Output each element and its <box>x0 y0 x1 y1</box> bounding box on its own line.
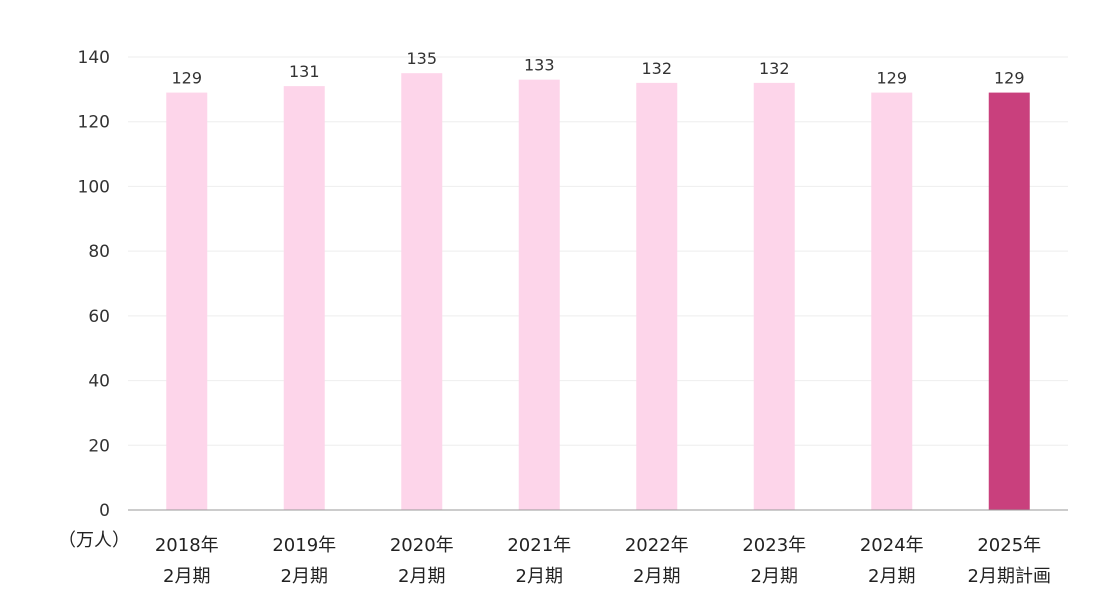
x-tick-label: 2月期 <box>163 566 210 587</box>
bar <box>166 92 208 510</box>
bar <box>753 82 795 510</box>
y-tick-label: 0 <box>99 501 110 521</box>
bar-value-label: 129 <box>171 69 202 88</box>
bar <box>636 82 678 510</box>
bar <box>518 79 560 511</box>
y-tick-label: 20 <box>88 436 110 456</box>
data-labels: 129 131 135 133 132 132 129 129 <box>171 49 1024 87</box>
bar <box>283 86 325 510</box>
y-tick-label: 100 <box>78 177 110 197</box>
x-axis: 2018年 2月期 2019年 2月期 2020年 2月期 2021年 2月期 2022年 2月期… <box>128 509 1068 587</box>
x-tick-label: 2月期 <box>751 566 798 587</box>
bar <box>988 92 1030 510</box>
y-axis: 0 20 40 60 80 100 120 140 <box>78 48 110 521</box>
y-tick-label: 40 <box>88 372 110 392</box>
bar-value-label: 129 <box>876 69 907 88</box>
x-tick-label: 2月期 <box>281 566 328 587</box>
bar-value-label: 135 <box>406 49 437 68</box>
x-tick-label: 2024年 <box>860 535 924 556</box>
bar-value-label: 133 <box>524 56 555 75</box>
x-tick-label: 2019年 <box>272 535 336 556</box>
x-tick-label: 2025年 <box>977 535 1041 556</box>
y-axis-unit-label: （万人） <box>58 530 130 551</box>
x-tick-label: 2018年 <box>155 535 219 556</box>
bar <box>871 92 913 510</box>
x-tick-label: 2月期 <box>398 566 445 587</box>
y-tick-label: 80 <box>88 242 110 262</box>
x-tick-label: 2月期 <box>868 566 915 587</box>
y-tick-label: 140 <box>78 48 110 68</box>
x-tick-label: 2020年 <box>390 535 454 556</box>
y-tick-label: 60 <box>88 307 110 327</box>
bar <box>401 73 443 510</box>
x-tick-label: 2022年 <box>625 535 689 556</box>
bars <box>166 73 1030 511</box>
x-tick-label: 2月期計画 <box>968 566 1051 587</box>
x-tick-label: 2月期 <box>516 566 563 587</box>
bar-value-label: 131 <box>289 62 320 81</box>
bar-value-label: 132 <box>759 59 790 78</box>
x-tick-label: 2月期 <box>633 566 680 587</box>
x-tick-label: 2023年 <box>742 535 806 556</box>
grid-lines <box>128 56 1068 446</box>
y-tick-label: 120 <box>78 113 110 133</box>
bar-value-label: 132 <box>641 59 672 78</box>
x-tick-label: 2021年 <box>507 535 571 556</box>
bar-value-label: 129 <box>994 69 1025 88</box>
